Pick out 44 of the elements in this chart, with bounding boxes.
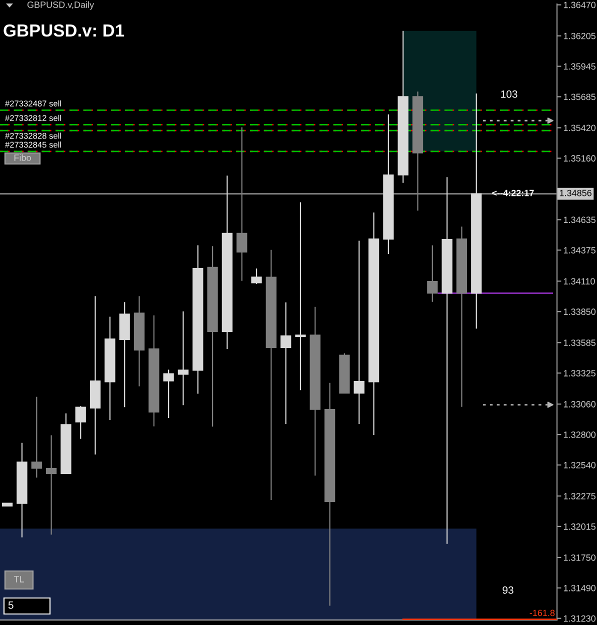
ref-line-label: #27332828 sell <box>5 132 61 139</box>
y-tick-label: 1.35160 <box>564 155 596 162</box>
candlestick <box>295 202 306 391</box>
candlestick <box>354 240 364 425</box>
ref-line-label: #27332845 sell <box>5 142 61 148</box>
candlestick <box>31 396 42 478</box>
candlestick <box>251 268 262 285</box>
y-tick-label: 1.32015 <box>564 523 596 530</box>
chart-subtitle: GBPUSD.v,Daily <box>27 1 94 10</box>
y-tick-label: 1.35685 <box>564 94 596 100</box>
annotation: 93 <box>502 586 514 594</box>
ref-line-label: 1.34856 <box>560 190 592 196</box>
y-tick-label: 1.36205 <box>564 32 596 40</box>
y-tick-label: 1.34375 <box>564 247 596 254</box>
y-tick-label: 1.33585 <box>564 340 596 346</box>
y-tick-label: 1.35420 <box>564 124 596 132</box>
ref-line-label: #27332487 sell <box>5 100 61 106</box>
candlestick <box>427 244 438 302</box>
y-tick-label: 1.34110 <box>564 278 595 285</box>
annotation: <--4:22:17 <box>492 190 534 196</box>
y-tick-label: 1.32275 <box>564 492 596 500</box>
annotation: -161.8 <box>530 610 555 616</box>
annotation: TL <box>14 576 24 582</box>
y-tick-label: 1.32800 <box>564 432 596 438</box>
ref-line-label: #27332812 sell <box>5 114 61 121</box>
y-tick-label: 1.31750 <box>564 554 596 561</box>
annotation: 103 <box>501 90 518 98</box>
candlestick <box>46 434 57 536</box>
y-tick-label: 1.36470 <box>564 2 596 8</box>
candlestick <box>280 302 292 425</box>
y-tick-label: 1.32540 <box>564 462 596 468</box>
annotation: Fibo <box>14 154 31 161</box>
y-tick-label: 1.33850 <box>564 308 596 315</box>
candlestick <box>75 406 86 440</box>
y-tick-label: 1.33060 <box>564 401 596 408</box>
y-tick-label: 1.31230 <box>564 615 596 622</box>
annotation: 5 <box>8 602 14 609</box>
y-tick-label: 1.35945 <box>564 63 596 70</box>
candlestick <box>178 310 189 406</box>
y-tick-label: 1.31490 <box>564 584 596 592</box>
text: GBPUSD.v: D1 <box>4 24 124 37</box>
candlestick <box>163 369 174 419</box>
y-tick-label: 1.34635 <box>564 216 596 224</box>
y-tick-label: 1.33325 <box>564 370 596 376</box>
